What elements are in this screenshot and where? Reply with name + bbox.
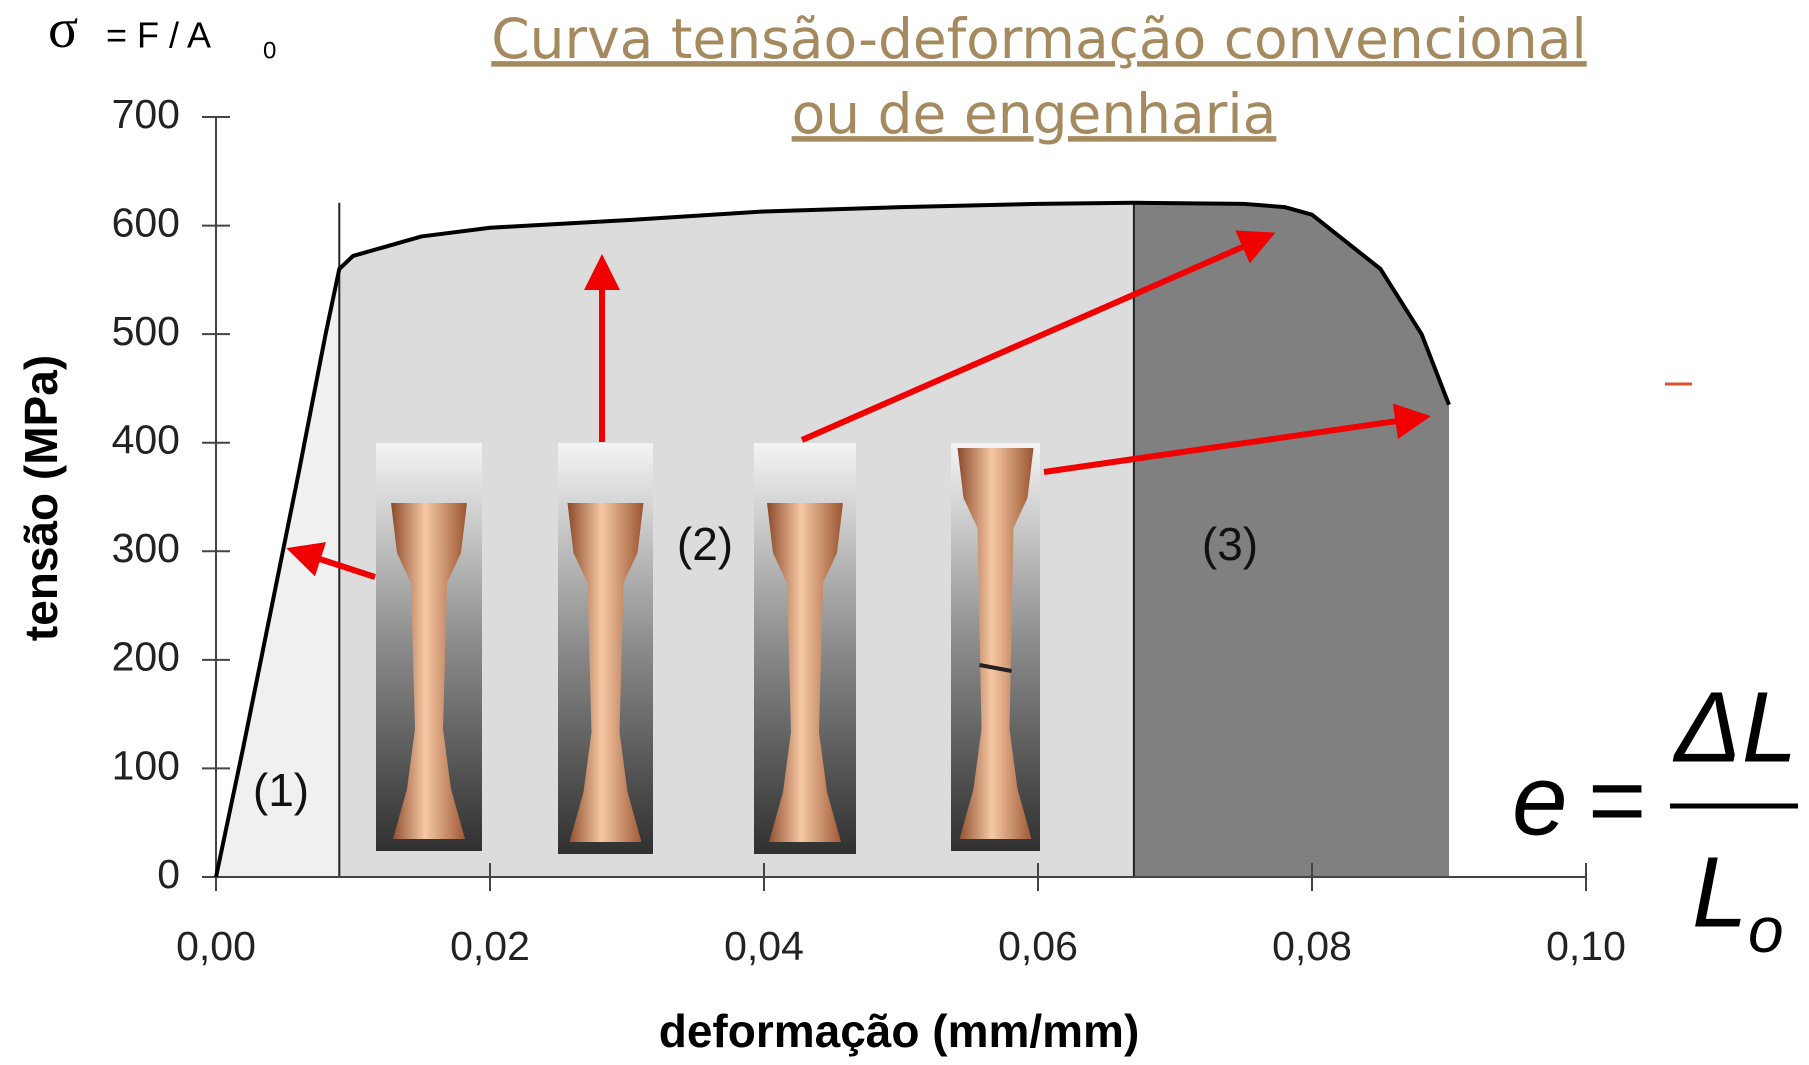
y-tick-label: 700 <box>112 91 180 137</box>
formula-text: = <box>1588 744 1646 856</box>
formula-text: L <box>1692 836 1748 948</box>
y-tick-label: 600 <box>112 199 180 245</box>
x-tick-label: 0,02 <box>450 923 530 969</box>
region-label: (1) <box>253 764 309 816</box>
x-tick-label: 0,00 <box>176 923 256 969</box>
y-tick-label: 300 <box>112 525 180 571</box>
y-tick-label: 200 <box>112 634 180 680</box>
region-label: (3) <box>1202 518 1258 570</box>
y-tick-label: 100 <box>112 742 180 788</box>
x-tick-label: 0,06 <box>998 923 1078 969</box>
x-tick-label: 0,08 <box>1272 923 1352 969</box>
formula-text: = F / A <box>106 15 211 56</box>
chart-title: Curva tensão-deformação convencional <box>491 7 1587 71</box>
formula-subscript: o <box>1748 894 1784 966</box>
formula-symbol: σ <box>48 0 78 60</box>
y-tick-label: 500 <box>112 308 180 354</box>
formula-subscript: 0 <box>263 37 276 64</box>
formula-text: ΔL <box>1673 671 1798 783</box>
y-tick-label: 0 <box>157 851 180 897</box>
y-tick-label: 400 <box>112 417 180 463</box>
x-tick-label: 0,10 <box>1546 923 1626 969</box>
y-axis-label: tensão (MPa) <box>15 355 67 641</box>
x-axis-label: deformação (mm/mm) <box>659 1005 1140 1057</box>
chart-title: ou de engenharia <box>792 82 1277 146</box>
region-label: (2) <box>677 518 733 570</box>
chart: Curva tensão-deformação convencional ou … <box>0 0 1809 1065</box>
x-tick-label: 0,04 <box>724 923 804 969</box>
formula-text: e <box>1512 744 1568 856</box>
